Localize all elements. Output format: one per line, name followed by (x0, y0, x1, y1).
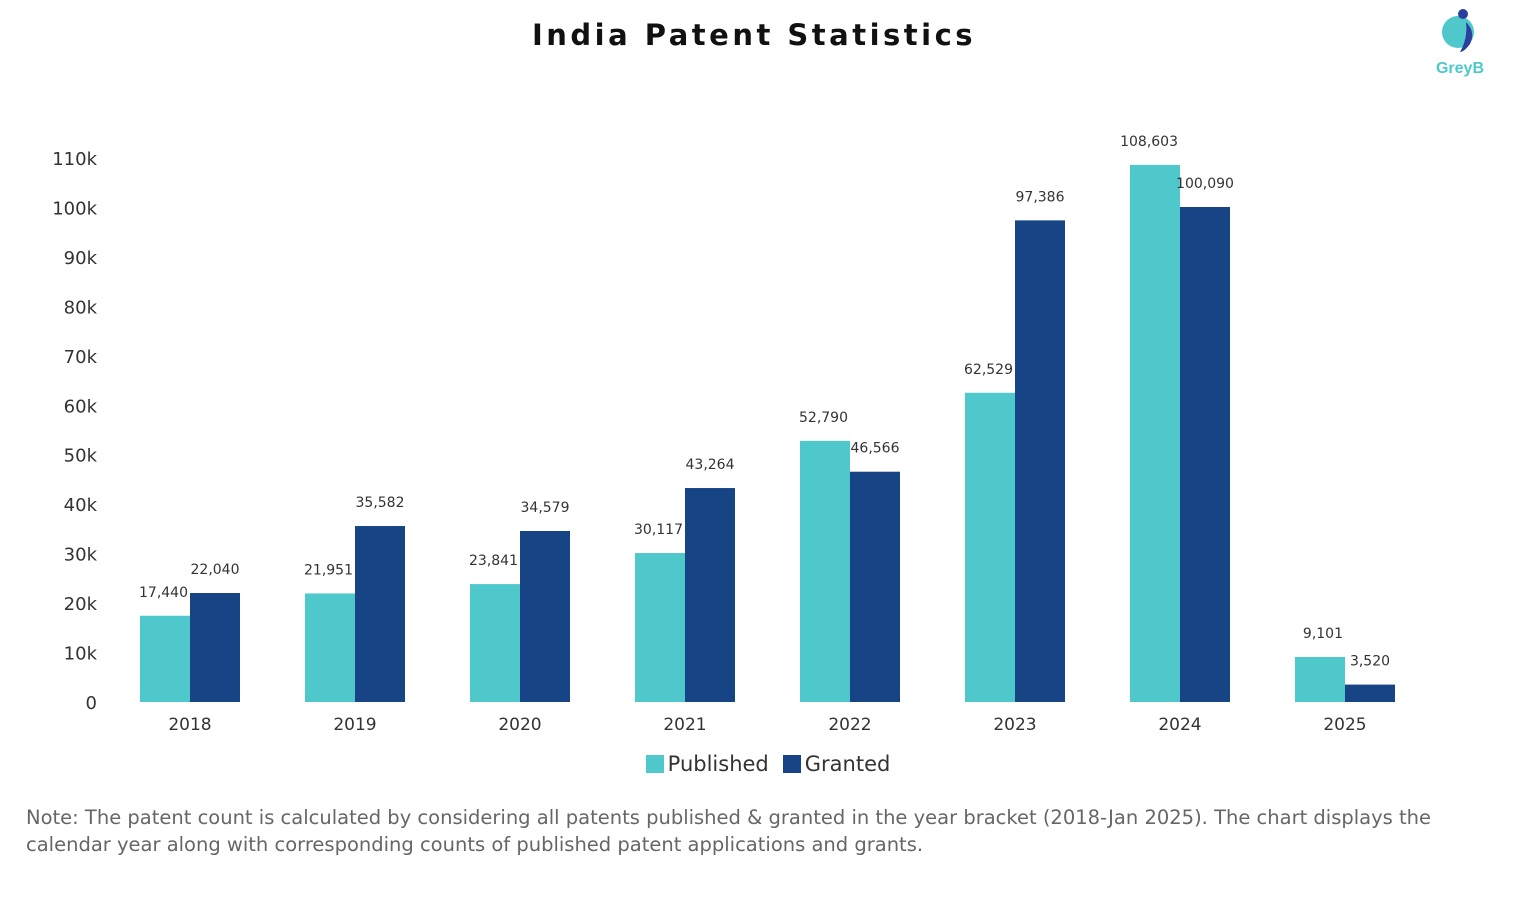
bar-granted (355, 526, 405, 702)
data-label-granted: 97,386 (1016, 189, 1065, 205)
data-label-published: 62,529 (964, 362, 1013, 378)
chart-note: Note: The patent count is calculated by … (26, 806, 1432, 856)
y-tick-label: 0 (86, 693, 97, 714)
legend-item-published[interactable]: Published (645, 752, 769, 776)
y-tick-label: 60k (64, 396, 98, 417)
data-label-granted: 35,582 (356, 495, 405, 511)
legend-label-published: Published (667, 752, 769, 776)
x-tick-label: 2025 (1323, 715, 1366, 735)
y-tick-label: 50k (64, 446, 98, 467)
y-tick-label: 110k (52, 149, 97, 170)
bar-published (140, 615, 190, 702)
bar-published (305, 593, 355, 702)
data-label-granted: 3,520 (1350, 654, 1390, 670)
x-tick-label: 2022 (828, 715, 871, 735)
y-tick-label: 20k (64, 594, 98, 615)
x-tick-label: 2021 (663, 715, 706, 735)
y-tick-label: 100k (52, 198, 97, 219)
x-tick-label: 2019 (333, 715, 376, 735)
legend-swatch-published (645, 755, 664, 773)
bar-granted (1180, 207, 1230, 702)
bar-granted (190, 593, 240, 702)
chart-title: India Patent Statistics (531, 18, 977, 52)
legend-swatch-granted (782, 755, 801, 773)
y-tick-label: 10k (64, 644, 98, 665)
bar-granted (685, 488, 735, 702)
bar-granted (520, 530, 570, 702)
bar-granted (850, 471, 900, 702)
legend-item-granted[interactable]: Granted (782, 752, 891, 776)
data-label-granted: 22,040 (191, 562, 240, 578)
data-label-granted: 43,264 (686, 457, 735, 473)
x-tick-label: 2020 (498, 715, 541, 735)
data-label-published: 9,101 (1303, 626, 1343, 642)
greyb-logo-icon: GreyB (1436, 9, 1484, 77)
data-label-published: 21,951 (304, 562, 353, 578)
data-label-published: 108,603 (1120, 134, 1178, 150)
y-tick-label: 70k (64, 347, 98, 368)
svg-text:GreyB: GreyB (1436, 60, 1484, 77)
bar-published (635, 553, 685, 702)
bar-granted (1015, 220, 1065, 702)
x-tick-label: 2018 (168, 715, 211, 735)
y-tick-label: 40k (64, 495, 98, 516)
x-tick-label: 2023 (993, 715, 1036, 735)
data-label-granted: 34,579 (521, 500, 570, 516)
y-tick-label: 80k (64, 297, 98, 318)
data-label-granted: 100,090 (1176, 176, 1234, 192)
bar-published (470, 584, 520, 702)
bar-published (800, 440, 850, 702)
bar-granted (1345, 684, 1395, 702)
data-label-published: 52,790 (799, 410, 848, 426)
y-tick-label: 90k (64, 248, 98, 269)
x-tick-label: 2024 (1158, 715, 1201, 735)
data-label-published: 17,440 (139, 585, 188, 601)
data-label-published: 30,117 (634, 522, 683, 538)
legend-label-granted: Granted (804, 752, 891, 776)
y-tick-label: 30k (64, 545, 98, 566)
bar-published (1130, 164, 1180, 702)
data-label-granted: 46,566 (851, 441, 900, 457)
greyb-logo: GreyB (1430, 8, 1490, 80)
bar-published (965, 392, 1015, 702)
bar-published (1295, 656, 1345, 702)
bar-chart: 0 10k 20k 30k 40k 50k 60k 70k 80k 90k 100k 110k 2018… (52, 134, 1395, 735)
data-label-published: 23,841 (469, 553, 518, 569)
legend: Published Granted (0, 752, 1536, 776)
